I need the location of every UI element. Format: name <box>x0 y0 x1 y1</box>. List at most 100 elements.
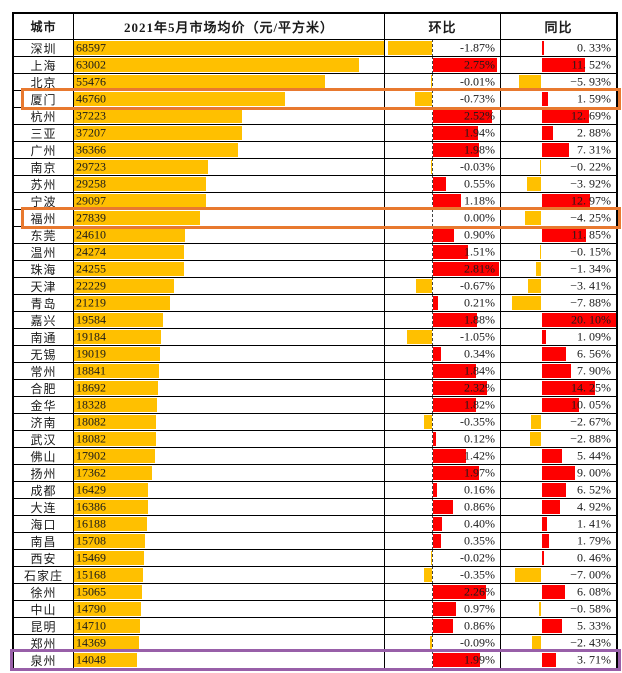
table-row: 无锡 19019 0.34% 6. 56% <box>14 346 616 363</box>
price-label: 19584 <box>76 312 106 327</box>
yoy-label: −2. 88% <box>570 431 611 446</box>
city-label: 东莞 <box>30 228 57 243</box>
mom-bar <box>433 483 437 497</box>
mom-cell: 1.84% <box>385 363 501 379</box>
price-label: 37223 <box>76 108 106 123</box>
table-row: 广州 36366 1.98% 7. 31% <box>14 142 616 159</box>
city-label: 广州 <box>30 143 57 158</box>
yoy-bar <box>542 398 580 412</box>
mom-cell: 0.00% <box>385 210 501 226</box>
yoy-cell: 6. 56% <box>501 346 616 362</box>
price-cell: 15469 <box>74 550 385 566</box>
yoy-cell: 1. 41% <box>501 516 616 532</box>
table-row: 佛山 17902 1.42% 5. 44% <box>14 448 616 465</box>
price-label: 21219 <box>76 295 106 310</box>
mom-cell: 1.51% <box>385 244 501 260</box>
mom-bar <box>433 228 455 242</box>
yoy-cell: 9. 00% <box>501 465 616 481</box>
city-label: 厦门 <box>30 92 57 107</box>
mom-bar <box>433 58 498 72</box>
city-label: 苏州 <box>30 177 57 192</box>
table-row: 武汉 18082 0.12% −2. 88% <box>14 431 616 448</box>
city-label: 佛山 <box>30 449 57 464</box>
yoy-label: 20. 10% <box>571 312 611 327</box>
mom-bar <box>433 517 443 531</box>
price-label: 15168 <box>76 567 106 582</box>
yoy-bar <box>542 58 585 72</box>
price-cell: 55476 <box>74 74 385 90</box>
mom-bar <box>433 398 476 412</box>
mom-label: 1.94% <box>464 125 495 140</box>
yoy-label: 9. 00% <box>577 465 611 480</box>
mom-bar <box>433 364 477 378</box>
yoy-label: 1. 41% <box>577 516 611 531</box>
mom-cell: 1.99% <box>385 652 501 668</box>
yoy-bar <box>542 313 616 327</box>
price-bar <box>74 381 159 395</box>
price-cell: 37207 <box>74 125 385 141</box>
mom-cell: 0.21% <box>385 295 501 311</box>
mom-label: 0.35% <box>464 533 495 548</box>
city-cell: 常州 <box>14 363 74 379</box>
price-bar <box>74 177 207 191</box>
price-bar <box>74 602 141 616</box>
price-label: 16429 <box>76 482 106 497</box>
city-cell: 东莞 <box>14 227 74 243</box>
yoy-label: −0. 58% <box>570 601 611 616</box>
mom-label: 1.88% <box>464 312 495 327</box>
price-cell: 46760 <box>74 91 385 107</box>
yoy-cell: 1. 09% <box>501 329 616 345</box>
mom-cell: 0.40% <box>385 516 501 532</box>
mom-label: -1.05% <box>460 329 495 344</box>
city-label: 郑州 <box>30 636 57 651</box>
yoy-cell: −0. 22% <box>501 159 616 175</box>
city-cell: 厦门 <box>14 91 74 107</box>
yoy-label: 0. 46% <box>577 550 611 565</box>
price-cell: 24274 <box>74 244 385 260</box>
table-row: 天津 22229 -0.67% −3. 41% <box>14 278 616 295</box>
yoy-bar <box>542 483 567 497</box>
city-label: 泉州 <box>30 653 57 668</box>
yoy-bar <box>528 279 541 293</box>
mom-bar <box>416 279 432 293</box>
price-label: 14048 <box>76 652 106 667</box>
price-label: 37207 <box>76 125 106 140</box>
price-cell: 17362 <box>74 465 385 481</box>
yoy-cell: 20. 10% <box>501 312 616 328</box>
price-bar <box>74 143 239 157</box>
price-label: 15469 <box>76 550 106 565</box>
city-label: 武汉 <box>30 432 57 447</box>
table-body: 深圳 68597 -1.87% 0. 33% 上海 63002 2.75% 1 <box>14 40 616 668</box>
price-cell: 37223 <box>74 108 385 124</box>
yoy-label: −0. 15% <box>570 244 611 259</box>
yoy-bar <box>542 143 569 157</box>
price-bar <box>74 58 359 72</box>
price-cell: 16188 <box>74 516 385 532</box>
yoy-bar <box>530 432 541 446</box>
price-label: 29723 <box>76 159 106 174</box>
table-row: 徐州 15065 2.26% 6. 08% <box>14 584 616 601</box>
price-bar <box>74 160 209 174</box>
mom-bar <box>433 585 486 599</box>
price-cell: 68597 <box>74 40 385 56</box>
price-cell: 15708 <box>74 533 385 549</box>
mom-bar <box>433 262 499 276</box>
yoy-label: 2. 88% <box>577 125 611 140</box>
price-cell: 14790 <box>74 601 385 617</box>
price-label: 63002 <box>76 57 106 72</box>
price-label: 24255 <box>76 261 106 276</box>
mom-cell: 0.90% <box>385 227 501 243</box>
price-cell: 14048 <box>74 652 385 668</box>
table-row: 青岛 21219 0.21% −7. 88% <box>14 295 616 312</box>
price-cell: 19584 <box>74 312 385 328</box>
yoy-bar <box>542 500 561 514</box>
yoy-label: 11. 85% <box>571 227 611 242</box>
mom-label: 1.98% <box>464 142 495 157</box>
yoy-bar <box>542 330 546 344</box>
price-label: 16386 <box>76 499 106 514</box>
price-bar <box>74 211 200 225</box>
price-cell: 18082 <box>74 414 385 430</box>
price-label: 17362 <box>76 465 106 480</box>
mom-label: 0.34% <box>464 346 495 361</box>
price-label: 15708 <box>76 533 106 548</box>
